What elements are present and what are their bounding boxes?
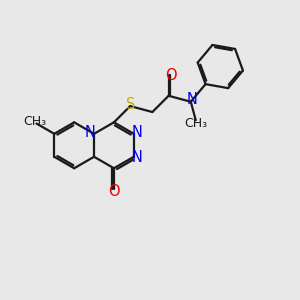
- Text: N: N: [132, 125, 143, 140]
- Text: O: O: [165, 68, 177, 83]
- Text: N: N: [132, 150, 143, 165]
- Text: N: N: [187, 92, 198, 107]
- Text: O: O: [108, 184, 120, 199]
- Text: CH₃: CH₃: [184, 117, 207, 130]
- Text: S: S: [126, 97, 136, 112]
- Text: CH₃: CH₃: [23, 115, 46, 128]
- Text: N: N: [85, 125, 96, 140]
